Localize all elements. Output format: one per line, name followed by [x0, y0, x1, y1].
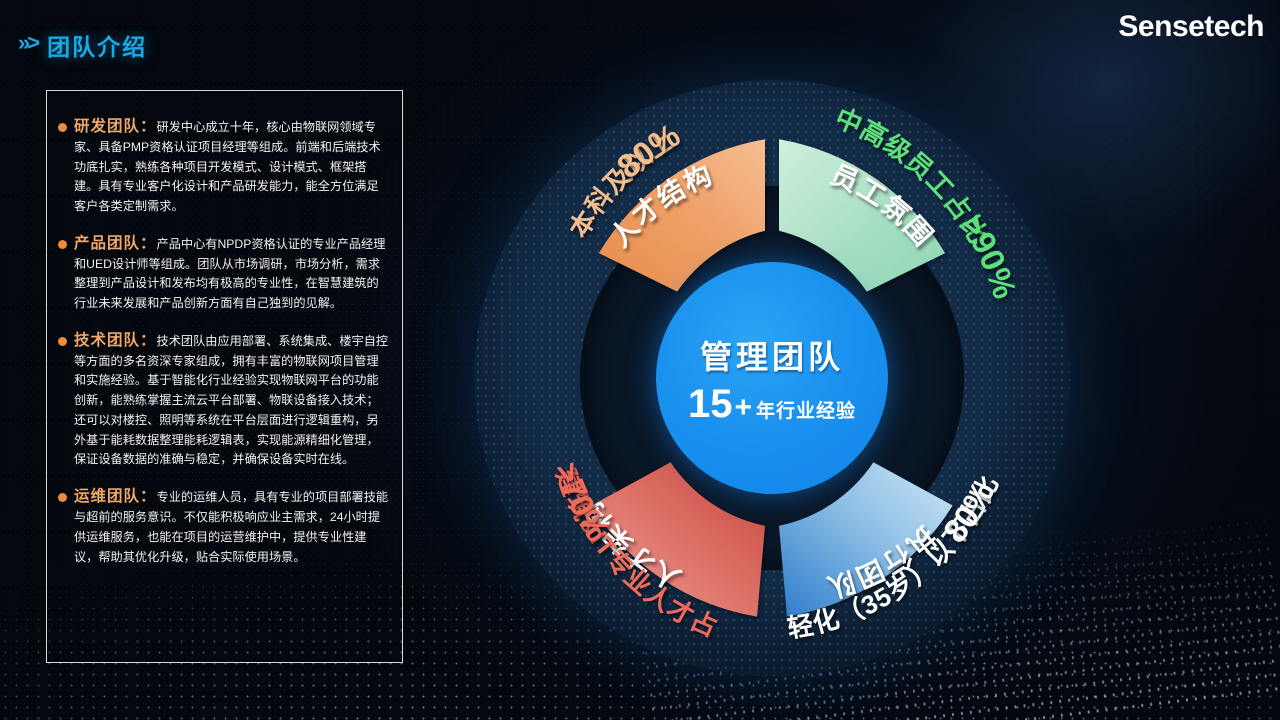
info-separator: ：	[140, 234, 157, 252]
segment-staff-atmosphere[interactable]	[779, 139, 946, 292]
info-heading: 产品团队	[74, 234, 141, 252]
donut-center-title: 管理团队	[699, 338, 844, 375]
info-heading: 研发团队	[74, 118, 141, 135]
page-title: 团队介绍	[47, 34, 148, 60]
info-separator: ：	[140, 118, 157, 135]
info-heading: 运维团队	[74, 488, 141, 506]
info-separator: ：	[140, 488, 157, 506]
bullet-dot-icon	[58, 123, 67, 132]
info-heading: 技术团队	[74, 331, 141, 349]
info-panel-border	[46, 90, 403, 663]
segment-execution-team[interactable]	[779, 462, 953, 617]
bullet-dot-icon	[58, 239, 67, 249]
info-body: 技术团队由应用部署、系统集成、楼宇自控等方面的多名资深专家组成，拥有丰富的物联网…	[74, 333, 389, 467]
info-body: 专业的运维人员，具有专业的项目部署技能与超前的服务意识。不仅能积极响应业主需求，…	[74, 490, 389, 564]
list-item: 研发团队：研发中心成立十年，核心由物联网领域专家、具备PMP资格认证项目经理等组…	[58, 114, 389, 217]
bullet-dot-icon	[58, 336, 67, 346]
donut-center[interactable]: 管理团队 15 + 年行业经验	[656, 262, 888, 494]
bullet-dot-icon	[58, 493, 67, 503]
page-header: »> 团队介绍	[18, 28, 147, 62]
info-panel: 研发团队：研发中心成立十年，核心由物联网领域专家、具备PMP资格认证项目经理等组…	[46, 90, 403, 567]
brand-logo: Sensetech	[1118, 10, 1264, 43]
annotation-staff-atmosphere-percent: >90%	[954, 208, 1024, 303]
donut-center-subtitle: 15 + 年行业经验	[688, 384, 856, 425]
segment-talent-structure[interactable]	[598, 139, 765, 292]
donut-center-unit: 年行业经验	[756, 400, 857, 422]
info-body: 产品中心有NPDP资格认证的专业产品经理和UED设计师等组成。团队从市场调研，市…	[74, 236, 386, 311]
info-separator: ：	[140, 331, 157, 349]
list-item: 产品团队：产品中心有NPDP资格认证的专业产品经理和UED设计师等组成。团队从市…	[58, 231, 389, 314]
info-body: 研发中心成立十年，核心由物联网领域专家、具备PMP资格认证项目经理等组成。前端和…	[74, 120, 381, 214]
segment-talent-architecture[interactable]	[591, 462, 765, 617]
list-item: 技术团队：技术团队由应用部署、系统集成、楼宇自控等方面的多名资深专家组成，拥有丰…	[58, 328, 389, 470]
list-item: 运维团队：专业的运维人员，具有专业的项目部署技能与超前的服务意识。不仅能积极响应…	[58, 484, 389, 567]
triple-chevron-right-icon: »>	[18, 30, 40, 55]
donut-center-number: 15	[687, 381, 733, 426]
donut-center-plus: +	[734, 390, 752, 424]
donut-chart: 人才结构 员工氛围 执行团队 人才架构 本科及以上 80% 中高级员工占比 >9…	[438, 34, 1092, 698]
